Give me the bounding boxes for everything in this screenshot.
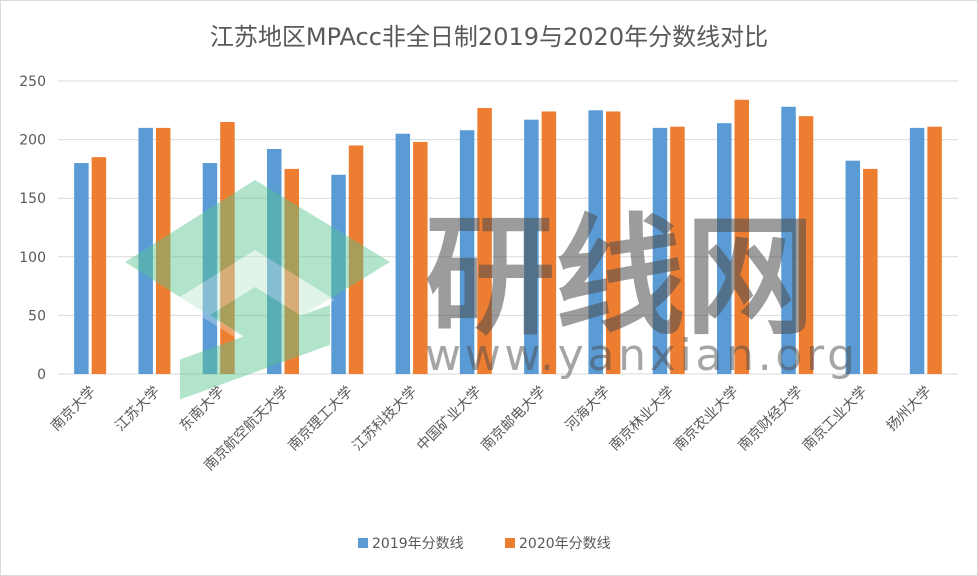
y-tick-label: 100 [19,250,46,266]
bar-2020 [605,111,621,375]
bar-2019 [909,127,925,374]
y-tick-label: 150 [19,191,46,207]
bar-2020 [155,127,171,374]
legend-swatch [505,538,515,548]
bar-2020 [734,99,749,374]
bar-2019 [331,174,346,374]
x-tick-label: 河海大学 [562,384,613,435]
watermark-url: www.yanxian.org [425,330,855,381]
x-tick-label: 中国矿业大学 [414,384,485,455]
bar-2020 [220,122,235,375]
x-tick-label: 南京财经大学 [735,384,806,455]
legend-swatch [358,538,368,548]
bar-2019 [524,119,539,375]
bar-2019 [717,123,732,374]
watermark-logo-icon [125,180,390,400]
bar-2019 [267,148,282,374]
bar-2020 [477,107,492,375]
chart-title: 江苏地区MPAcc非全日制2019与2020年分数线对比 [210,23,768,51]
y-tick-label: 250 [19,74,46,90]
bar-2020 [927,126,942,374]
bar-2020 [91,157,107,374]
bar-2020 [348,145,364,374]
watermark-text: 研线网 [425,201,815,353]
legend-label: 2020年分数线 [519,536,611,552]
bar-2019 [395,133,411,374]
y-tick-label: 200 [19,133,46,149]
x-tick-label: 扬州大学 [884,384,935,435]
bar-2019 [74,163,89,374]
bar-2019 [459,130,475,374]
y-axis-ticks: 0 50 100 150 200 250 [19,74,46,383]
legend-label: 2019年分数线 [372,536,464,552]
bar-2019 [588,110,603,375]
x-tick-label: 南京理工大学 [285,384,356,455]
bar-2020 [284,168,299,374]
x-tick-label: 南京邮电大学 [478,384,549,455]
x-tick-label: 南京工业大学 [800,384,871,455]
bar-2019 [138,127,153,374]
x-tick-label: 南京林业大学 [607,384,678,455]
bar-2020 [413,141,428,374]
bars [74,99,942,375]
y-tick-label: 0 [37,367,46,383]
x-tick-label: 江苏大学 [112,384,163,435]
bar-2019 [202,163,218,374]
bar-2020 [670,126,685,374]
bar-2019 [781,106,796,374]
x-tick-label: 江苏科技大学 [350,384,421,455]
bar-2020 [863,168,878,374]
bar-2020 [541,111,557,375]
bar-2019 [652,127,668,374]
bar-2020 [798,116,814,374]
bar-2019 [845,160,861,374]
x-tick-label: 南京农业大学 [671,384,742,455]
legend: 2019年分数线 2020年分数线 [358,536,611,552]
x-tick-label: 南京大学 [48,384,99,435]
y-tick-label: 50 [28,308,46,324]
